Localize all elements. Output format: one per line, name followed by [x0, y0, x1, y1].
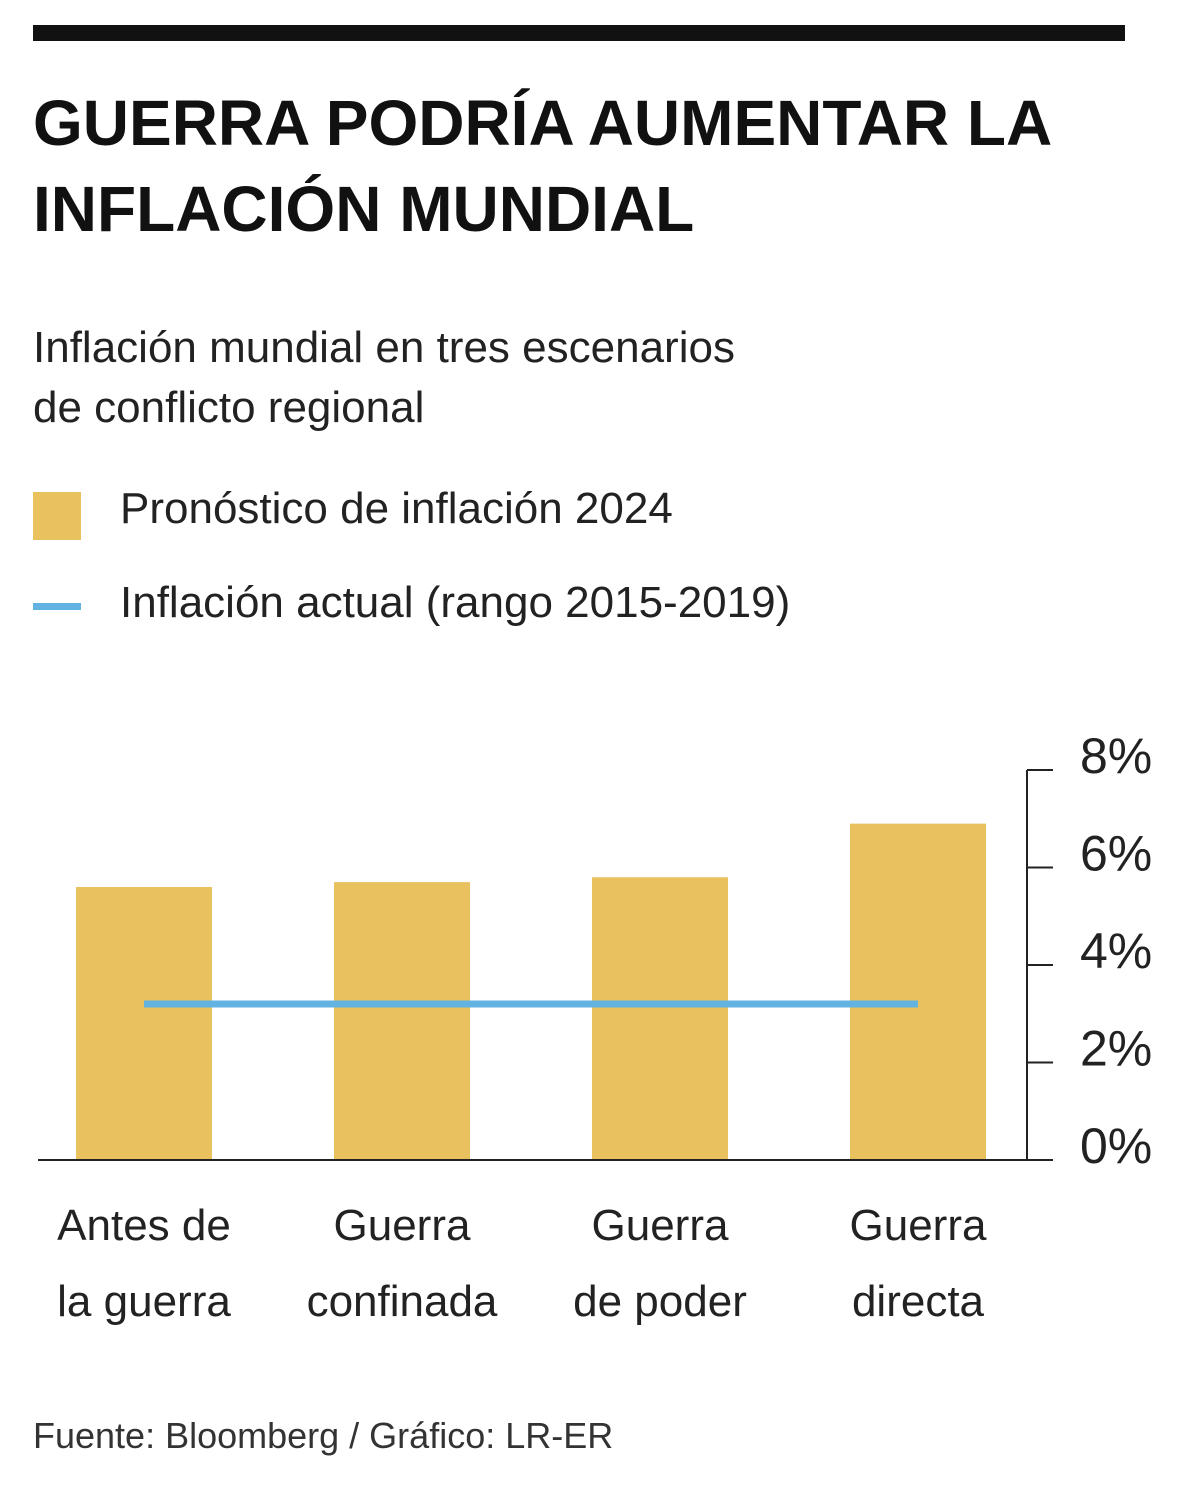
- legend-swatch: [33, 492, 81, 540]
- legend-label: Pronóstico de inflación 2024: [120, 484, 673, 533]
- x-tick-label: Guerra directa: [849, 1201, 987, 1326]
- bar: [76, 887, 212, 1160]
- legend-swatch: [33, 603, 81, 610]
- chart-subtitle: Inflación mundial en tres escenarios de …: [33, 323, 735, 432]
- bar: [592, 877, 728, 1160]
- legend-label: Inflación actual (rango 2015-2019): [120, 578, 791, 627]
- top-rule: [33, 25, 1125, 41]
- y-tick-label: 8%: [1080, 728, 1152, 784]
- x-tick-label: Guerra confinada: [306, 1201, 498, 1326]
- x-tick-label: Antes de la guerra: [57, 1201, 231, 1326]
- bar: [850, 823, 986, 1160]
- y-tick-label: 2%: [1080, 1021, 1152, 1077]
- chart-title: GUERRA PODRÍA AUMENTAR LA INFLACIÓN MUND…: [33, 87, 1050, 245]
- y-tick-label: 4%: [1080, 923, 1152, 979]
- source-note: Fuente: Bloomberg / Gráfico: LR-ER: [33, 1415, 614, 1456]
- y-tick-label: 0%: [1080, 1118, 1152, 1174]
- bar: [334, 882, 470, 1160]
- y-tick-label: 6%: [1080, 826, 1152, 882]
- x-tick-label: Guerra de poder: [573, 1201, 747, 1326]
